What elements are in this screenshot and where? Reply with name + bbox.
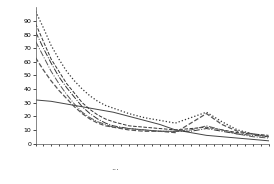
Text: ...: ... [111, 163, 119, 172]
